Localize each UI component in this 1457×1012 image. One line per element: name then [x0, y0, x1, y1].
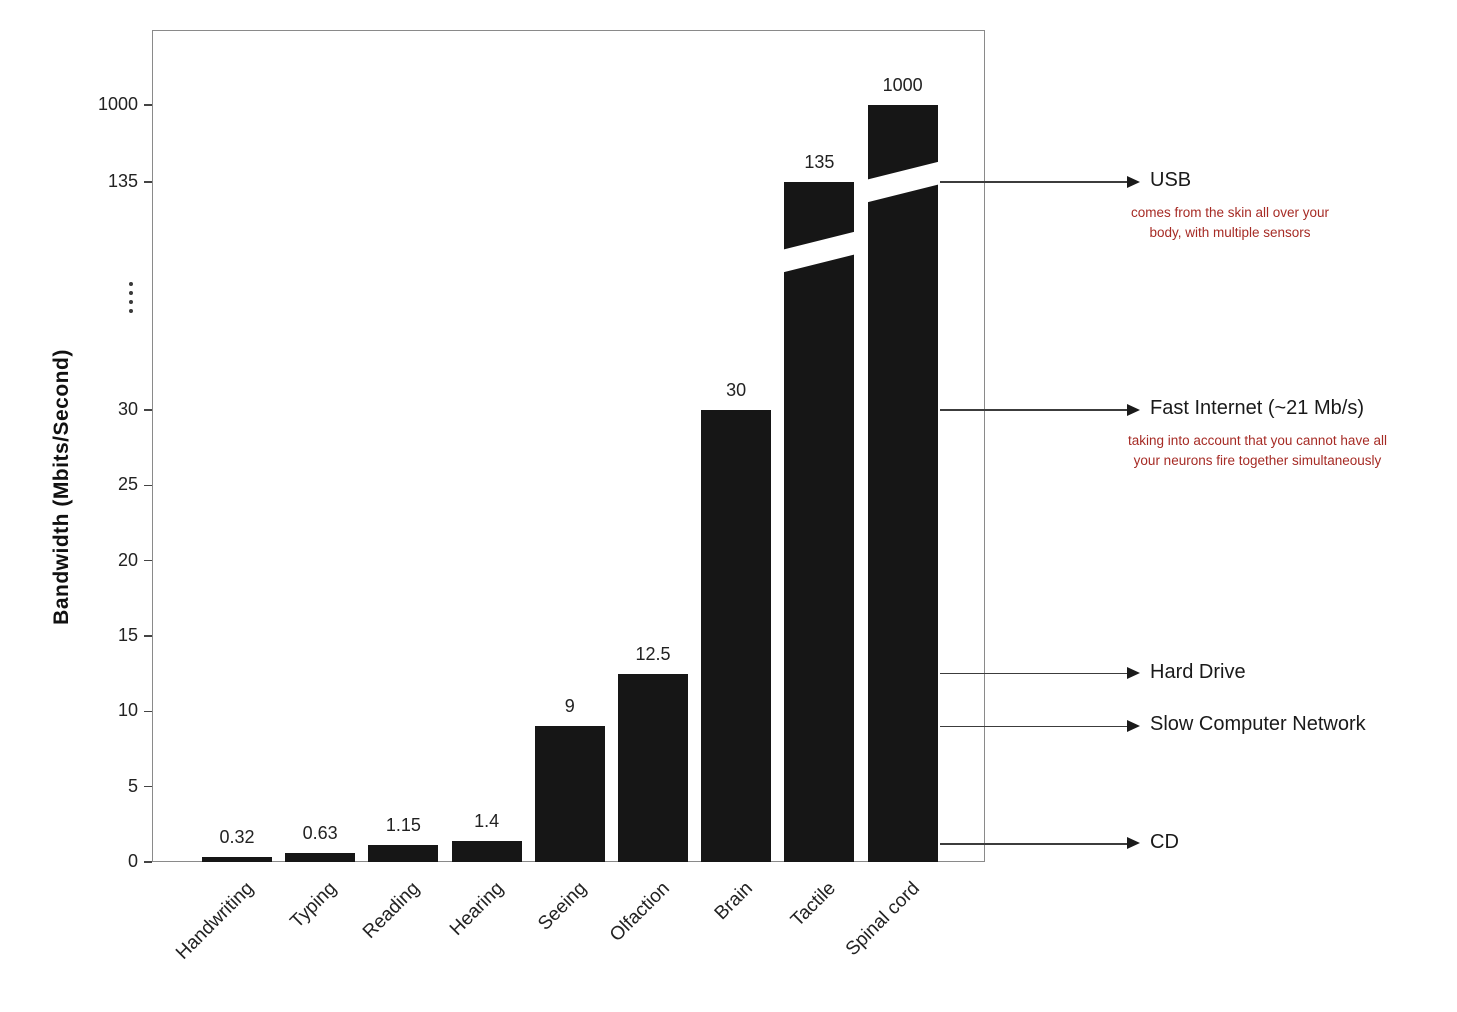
y-tick-label: 1000 [97, 94, 138, 114]
y-tick-label: 0 [127, 851, 138, 871]
annotation-arrow-line-fast-internet-21-mb-s [940, 409, 1127, 411]
axis-break-stripe [867, 159, 938, 205]
annotation-label-slow-computer-network: Slow Computer Network [1150, 713, 1366, 736]
bar-handwriting [202, 857, 272, 862]
bar-value-label: 1.15 [385, 814, 421, 835]
bar-value-label: 12.5 [635, 643, 671, 664]
bar-brain [701, 410, 772, 862]
axis-break-dot [129, 300, 133, 304]
y-tick-mark [144, 484, 152, 487]
axis-break-dot [129, 291, 133, 295]
annotation-arrowhead-usb [1127, 175, 1140, 188]
y-tick-label: 15 [117, 625, 138, 645]
bar-value-label: 9 [564, 696, 575, 717]
annotation-arrowhead-hard-drive [1127, 667, 1140, 680]
annotation-arrowhead-slow-computer-network [1127, 719, 1140, 732]
y-tick-label: 25 [117, 474, 138, 495]
bar-spinal-cord [867, 105, 938, 862]
annotation-label-cd: CD [1150, 830, 1179, 853]
y-tick-mark [144, 104, 152, 106]
y-tick-label: 5 [127, 775, 138, 796]
bar-value-label: 0.32 [219, 827, 255, 848]
y-tick-label: 10 [117, 700, 138, 721]
annotation-arrow-line-usb [940, 181, 1127, 183]
annotation-note-usb: comes from the skin all over your body, … [1130, 205, 1330, 241]
axis-break-dot [129, 282, 133, 286]
bar-value-label: 1.4 [474, 810, 500, 831]
y-tick-label: 135 [107, 171, 138, 191]
bar-value-label: 135 [804, 152, 835, 172]
annotation-label-usb: USB [1150, 169, 1192, 191]
y-tick-mark [144, 559, 152, 562]
annotation-arrowhead-cd [1127, 837, 1140, 850]
axis-break-dot [129, 309, 133, 313]
bar-seeing [534, 726, 605, 862]
bar-value-label: 30 [726, 380, 747, 400]
bar-hearing [451, 840, 522, 862]
bar-value-label: 1000 [882, 75, 923, 95]
annotation-arrow-line-hard-drive [940, 672, 1127, 675]
annotation-label-fast-internet-21-mb-s: Fast Internet (~21 Mb/s) [1150, 397, 1364, 419]
bar-reading [368, 844, 439, 862]
bar-typing [285, 852, 356, 862]
bar-value-label: 0.63 [302, 822, 338, 843]
y-tick-mark [144, 181, 152, 183]
annotation-arrowhead-fast-internet-21-mb-s [1127, 403, 1140, 416]
bar-tactile [784, 182, 855, 862]
bar-olfaction [618, 673, 688, 862]
annotation-label-hard-drive: Hard Drive [1150, 660, 1246, 683]
y-tick-mark [144, 861, 152, 863]
y-tick-label: 30 [117, 399, 138, 419]
annotation-note-fast-internet-21-mb-s: taking into account that you cannot have… [1128, 433, 1387, 469]
axis-break-stripe [784, 229, 855, 275]
annotation-arrow-line-cd [940, 843, 1127, 845]
y-tick-mark [144, 785, 152, 788]
y-tick-mark [144, 710, 152, 713]
y-tick-mark [144, 409, 152, 411]
y-tick-mark [144, 635, 152, 637]
annotation-arrow-line-slow-computer-network [940, 725, 1127, 728]
y-tick-label: 20 [117, 549, 138, 570]
